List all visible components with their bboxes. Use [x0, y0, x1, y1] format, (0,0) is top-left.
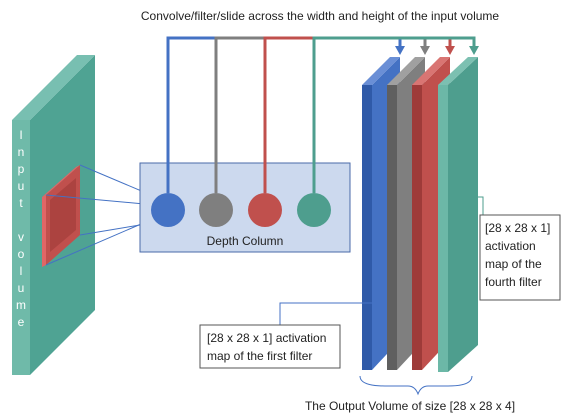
fourth-map-line: [28 x 28 x 1] — [485, 221, 550, 235]
first-callout-line — [279, 302, 372, 325]
fourth-map-line: fourth filter — [485, 275, 542, 289]
output-label: The Output Volume of size [28 x 28 x 4] — [305, 399, 515, 413]
caption: Convolve/filter/slide across the width a… — [141, 9, 500, 23]
first-map-line: map of the first filter — [207, 349, 312, 363]
arrowheads — [395, 46, 479, 55]
connectors — [166, 36, 476, 193]
fourth-callout-line — [462, 196, 484, 215]
fourth-map-line: map of the — [485, 257, 542, 271]
circles — [151, 193, 331, 227]
output-volume — [362, 57, 478, 372]
input-label: Input volume — [14, 128, 28, 332]
depth-column-label: Depth Column — [207, 234, 284, 248]
fourth-map-box — [479, 214, 561, 301]
fourth-map-line: activation — [485, 239, 536, 253]
filter — [42, 165, 80, 267]
first-map-box — [199, 324, 341, 369]
first-map-line: [28 x 28 x 1] activation — [207, 331, 326, 345]
brace — [359, 375, 473, 396]
